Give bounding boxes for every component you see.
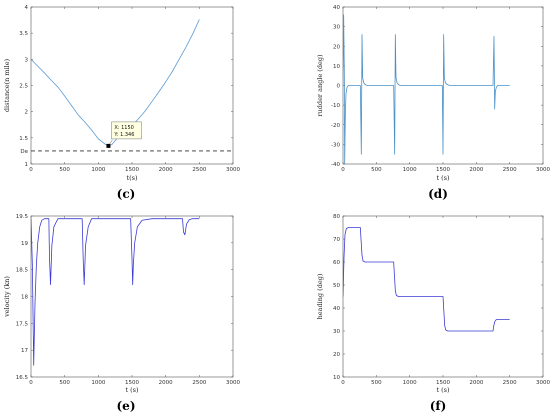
y-axis-label: velocity (kn) <box>3 276 11 318</box>
x-tick-label: 1000 <box>403 167 417 173</box>
x-tick-label: 1500 <box>436 167 450 173</box>
y-tick-label: 40 <box>333 306 340 312</box>
y-tick-label: 50 <box>333 283 340 289</box>
x-axis-label: t(s) <box>126 174 137 182</box>
y-tick-label: 70 <box>333 237 340 243</box>
x-tick-label: 3000 <box>536 380 550 386</box>
x-tick-label: 500 <box>59 167 70 173</box>
y-tick-label: 3.5 <box>19 31 28 37</box>
series-line <box>31 19 200 147</box>
datatip-marker <box>106 143 111 148</box>
x-tick-label: 2500 <box>503 167 517 173</box>
x-tick-label: 2000 <box>159 167 173 173</box>
y-tick-label: -20 <box>331 123 340 129</box>
y-tick-label: 30 <box>333 25 340 31</box>
reference-line-label: De <box>20 149 28 155</box>
x-tick-label: 3000 <box>536 167 550 173</box>
y-tick-label: -40 <box>331 162 340 168</box>
chart-panel-d: 0 500 1000 1500 2000 2500 3000 -40 -30 -20 -10 0 10 2… <box>316 5 550 201</box>
panel-label: (d) <box>428 187 448 201</box>
y-tick-label: 16.5 <box>16 375 29 381</box>
y-tick-label: 18 <box>21 295 28 301</box>
x-axis-label: t (s) <box>125 386 139 394</box>
x-tick-label: 0 <box>29 380 33 386</box>
panel-label: (c) <box>117 187 136 201</box>
chart-panel-f: 0 500 1000 1500 2000 2500 3000 10 20 30 40 50 60 70 80… <box>316 214 550 413</box>
x-tick-label: 500 <box>371 380 382 386</box>
y-tick-label: 4 <box>25 5 29 11</box>
y-tick-label: 18.5 <box>16 268 29 274</box>
series-group <box>343 227 510 332</box>
datatip-box <box>111 121 142 140</box>
x-tick-label: 2500 <box>192 380 206 386</box>
chart-panel-e: 0 500 1000 1500 2000 2500 3000 16.5 17 17.5 18 18.5… <box>3 214 240 413</box>
x-tick-label: 500 <box>371 167 382 173</box>
y-tick-label: 60 <box>333 260 340 266</box>
y-tick-label: 19.5 <box>16 214 29 220</box>
panel-label: (f) <box>430 399 447 413</box>
y-tick-label: 10 <box>333 64 340 70</box>
x-tick-label: 2000 <box>159 380 173 386</box>
x-tick-label: 0 <box>29 167 33 173</box>
x-axis-label: t (s) <box>436 174 450 182</box>
plot-area <box>30 215 234 378</box>
chart-panel-c: 0 500 1000 1500 2000 2500 3000 1 1.5 2 2.5 3 3.5 4 De X… <box>3 5 240 201</box>
series-line <box>343 14 510 164</box>
x-tick-label: 0 <box>341 167 345 173</box>
y-tick-label: 0 <box>337 84 341 90</box>
y-axis-label: heading (deg) <box>316 273 324 319</box>
y-tick-label: 20 <box>333 352 340 358</box>
x-tick-label: 1500 <box>125 380 139 386</box>
datatip-y: Y: 1.346 <box>113 132 134 138</box>
y-tick-label: 19 <box>21 241 28 247</box>
y-tick-label: 2.5 <box>19 84 28 90</box>
x-tick-label: 2500 <box>192 167 206 173</box>
x-axis-label: t (s) <box>436 386 450 394</box>
panel-label: (e) <box>117 399 136 413</box>
y-tick-label: 30 <box>333 329 340 335</box>
x-tick-label: 1500 <box>436 380 450 386</box>
datatip-x: X: 1150 <box>114 125 133 131</box>
x-tick-label: 1000 <box>403 380 417 386</box>
x-tick-label: 0 <box>341 380 345 386</box>
series-group <box>343 14 510 164</box>
x-tick-label: 1500 <box>125 167 139 173</box>
series-line <box>31 218 200 366</box>
x-tick-label: 1000 <box>91 380 105 386</box>
series-group <box>31 19 200 147</box>
y-tick-label: 2 <box>25 110 29 116</box>
y-tick-label: -10 <box>331 103 340 109</box>
x-tick-label: 2500 <box>503 380 517 386</box>
x-tick-label: 500 <box>59 380 70 386</box>
x-tick-label: 2000 <box>469 380 483 386</box>
y-tick-label: 80 <box>333 214 340 220</box>
y-tick-label: 1.5 <box>19 136 28 142</box>
plot-area <box>30 6 234 165</box>
y-tick-label: 40 <box>333 5 340 11</box>
y-tick-label: 17 <box>21 348 28 354</box>
x-tick-label: 3000 <box>226 380 240 386</box>
y-tick-label: -30 <box>331 142 340 148</box>
y-tick-label: 20 <box>333 44 340 50</box>
y-tick-label: 10 <box>333 375 340 381</box>
y-tick-label: 1 <box>25 162 29 168</box>
y-axis-label: distance(n mile) <box>3 58 11 112</box>
series-group <box>31 218 200 366</box>
y-tick-label: 17.5 <box>16 321 29 327</box>
x-tick-label: 2000 <box>469 167 483 173</box>
y-tick-label: 3 <box>25 57 29 63</box>
y-axis-label: rudder angle (deg) <box>316 54 324 117</box>
x-tick-label: 1000 <box>91 167 105 173</box>
x-tick-label: 3000 <box>226 167 240 173</box>
series-line <box>343 227 510 332</box>
